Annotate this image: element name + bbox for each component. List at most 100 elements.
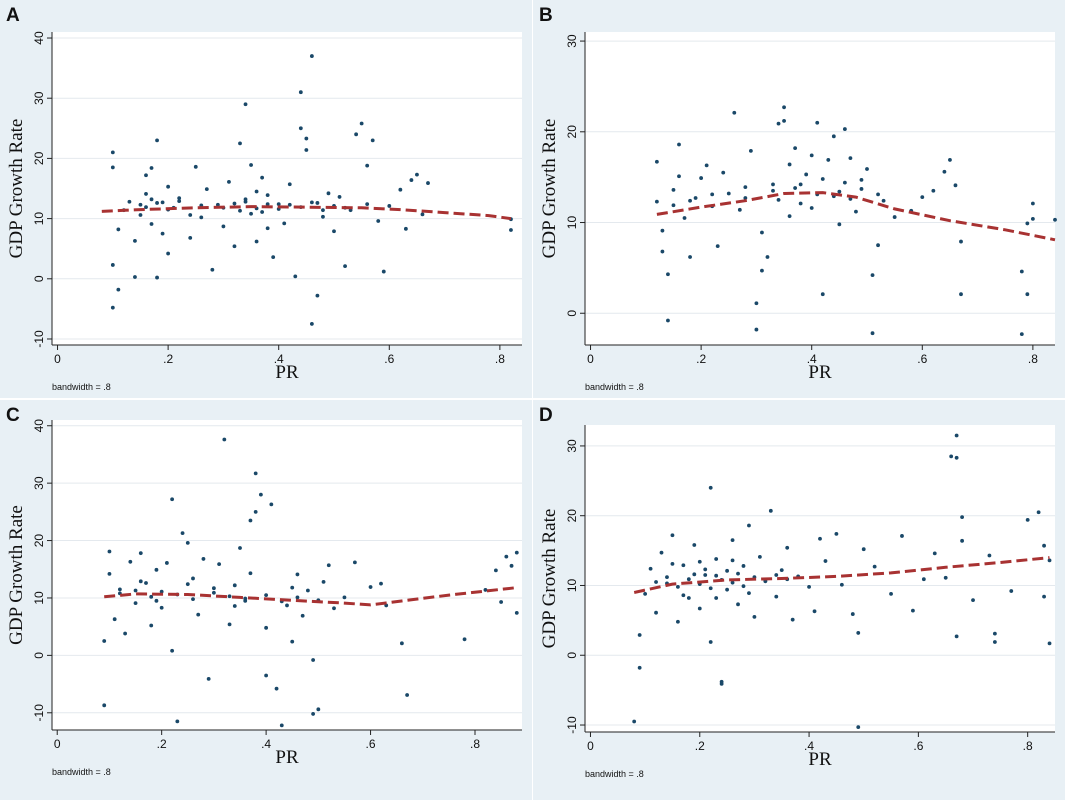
data-point (285, 603, 289, 608)
lowess-fit-line (656, 191, 1056, 242)
y-tick-label: 40 (32, 31, 46, 45)
data-point (715, 244, 720, 249)
data-point (820, 292, 825, 297)
data-point (264, 673, 269, 678)
data-point (677, 142, 681, 147)
data-point (774, 573, 779, 577)
data-point (359, 121, 364, 126)
data-point (660, 228, 665, 233)
data-point (196, 612, 201, 617)
data-point (509, 563, 514, 568)
data-point (837, 189, 842, 194)
data-point (221, 224, 226, 229)
data-point (971, 598, 975, 603)
data-point (842, 127, 847, 131)
x-axis-label: PR (808, 749, 832, 770)
y-tick-label: -10 (565, 716, 579, 734)
data-point (1019, 332, 1024, 337)
x-tick-label: .2 (696, 352, 706, 366)
data-point (954, 455, 959, 460)
data-point (409, 178, 414, 182)
data-point (248, 571, 253, 576)
data-point (760, 230, 764, 235)
panel-c: -10 0 10 20 30 40 0 .2 .4 .6 .8 PR GDP Growth Rate ba… (0, 400, 532, 800)
data-point (1042, 594, 1046, 599)
data-point (1030, 216, 1035, 221)
data-point (154, 567, 159, 572)
data-point (232, 201, 237, 206)
data-point (837, 222, 842, 227)
x-tick-label: .2 (157, 737, 167, 751)
data-point (107, 549, 112, 554)
data-point (1025, 517, 1030, 522)
data-point (954, 634, 959, 639)
data-point (1025, 221, 1030, 226)
data-point (304, 136, 309, 141)
data-point (736, 602, 740, 607)
data-point (782, 105, 786, 110)
data-point (309, 54, 314, 58)
data-point (826, 158, 831, 162)
data-point (754, 301, 759, 306)
data-point (199, 215, 204, 220)
data-point (865, 167, 869, 171)
data-point (222, 437, 227, 442)
data-point (736, 571, 740, 576)
data-point (365, 202, 370, 207)
data-point (654, 580, 658, 584)
data-point (943, 575, 948, 580)
data-point (227, 594, 232, 599)
data-point (703, 573, 708, 577)
x-tick-label: 0 (54, 352, 61, 366)
bandwidth-note: bandwidth = .8 (52, 767, 111, 777)
data-point (959, 292, 963, 297)
data-point (326, 191, 331, 196)
plot-area (52, 420, 522, 730)
data-point (138, 202, 143, 207)
data-point (352, 560, 357, 565)
data-point (144, 173, 148, 178)
data-point (493, 568, 498, 573)
data-point (654, 199, 659, 204)
data-point (191, 597, 195, 602)
x-axis-label: PR (275, 747, 299, 768)
x-tick-label: .4 (261, 737, 271, 751)
data-point (812, 609, 817, 614)
data-point (699, 176, 704, 180)
data-point (170, 497, 175, 502)
data-point (253, 471, 258, 476)
y-tick-label: 30 (565, 439, 579, 453)
y-axis-label: GDP Growth Rate (539, 509, 560, 649)
data-point (133, 238, 137, 243)
data-point (253, 509, 258, 514)
data-point (809, 153, 814, 158)
data-point (144, 192, 148, 196)
data-point (911, 608, 915, 613)
data-point (188, 213, 193, 217)
data-point (703, 567, 708, 572)
data-point (920, 195, 925, 200)
data-point (287, 182, 292, 187)
data-point (730, 580, 735, 585)
data-point (714, 573, 719, 578)
data-point (300, 613, 305, 618)
data-point (942, 169, 947, 174)
data-point (771, 188, 775, 193)
data-point (1019, 269, 1024, 274)
y-tick-label: 10 (32, 212, 46, 226)
data-point (704, 163, 709, 168)
data-point (960, 515, 964, 519)
data-point (1042, 543, 1046, 548)
data-point (708, 586, 713, 591)
data-point (681, 563, 686, 568)
y-axis-label: GDP Growth Rate (539, 119, 560, 259)
data-point (154, 598, 159, 603)
x-tick-label: .8 (1028, 352, 1038, 366)
data-point (254, 239, 259, 244)
data-point (315, 293, 320, 298)
data-point (670, 561, 675, 566)
data-point (688, 255, 692, 259)
data-point (876, 243, 880, 248)
data-point (676, 584, 680, 589)
y-tick-label: 30 (565, 34, 579, 48)
